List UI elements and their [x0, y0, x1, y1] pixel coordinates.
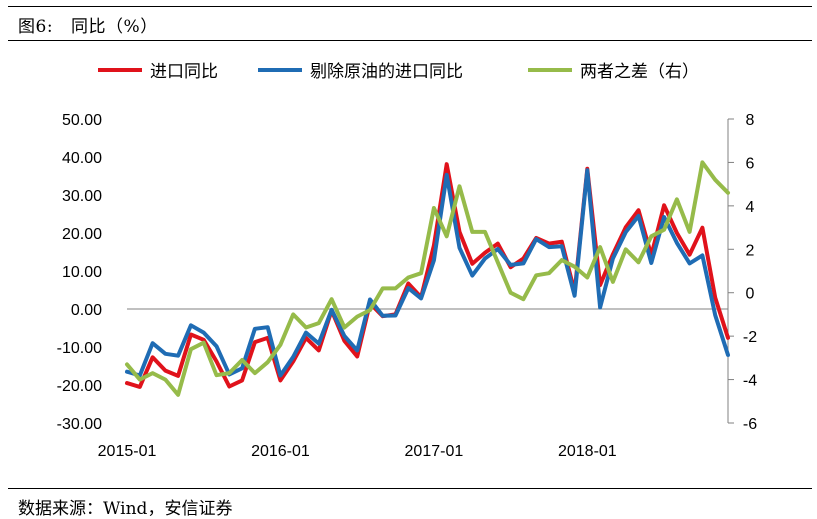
y-left-tick-label: -20.00 [57, 378, 102, 395]
legend-label-red: 进口同比 [150, 62, 218, 82]
legend-swatch-red [98, 67, 142, 72]
series-line-red [125, 162, 730, 389]
legend-label-blue: 剔除原油的进口同比 [310, 62, 463, 82]
legend-label-green: 两者之差（右） [580, 62, 699, 82]
legend-item-blue: 剔除原油的进口同比 [258, 57, 463, 82]
legend-swatch-green [528, 67, 572, 72]
y-right-tick-label: -6 [743, 416, 757, 433]
x-tick-label: 2018-01 [558, 443, 617, 460]
series-line-blue [125, 168, 730, 378]
y-left-tick-label: 40.00 [62, 150, 102, 167]
y-left-tick-label: -30.00 [57, 416, 102, 433]
x-tick-label: 2017-01 [405, 443, 464, 460]
y-right-tick-label: 4 [746, 199, 755, 216]
chart-legend: 进口同比 剔除原油的进口同比 两者之差（右） [0, 57, 817, 83]
legend-swatch-blue [258, 67, 302, 72]
legend-item-red: 进口同比 [98, 57, 218, 82]
figure-title: 图6: 同比（%） [18, 12, 158, 37]
y-left-tick-label: 0.00 [71, 302, 102, 319]
y-right-tick-label: 0 [746, 286, 755, 303]
title-rule [8, 40, 812, 41]
y-right-tick-label: 2 [746, 242, 755, 259]
top-rule [8, 6, 812, 7]
legend-item-green: 两者之差（右） [528, 57, 699, 82]
figure-title-text: 同比（%） [71, 17, 158, 37]
data-source: 数据来源：Wind，安信证券 [18, 499, 233, 519]
y-left-tick-label: 10.00 [62, 264, 102, 281]
figure-label: 图6: [18, 17, 54, 37]
y-left-tick-label: -10.00 [57, 340, 102, 357]
y-right-tick-label: 6 [746, 155, 755, 172]
y-left-tick-label: 20.00 [62, 226, 102, 243]
y-left-tick-label: 50.00 [62, 112, 102, 129]
series-line-green [125, 160, 730, 397]
y-right-tick-label: 8 [746, 112, 755, 129]
x-tick-label: 2015-01 [98, 443, 157, 460]
bottom-rule [8, 488, 812, 489]
y-right-tick-label: -2 [743, 329, 757, 346]
y-left-tick-label: 30.00 [62, 188, 102, 205]
y-right-tick-label: -4 [743, 373, 757, 390]
x-tick-label: 2016-01 [251, 443, 310, 460]
